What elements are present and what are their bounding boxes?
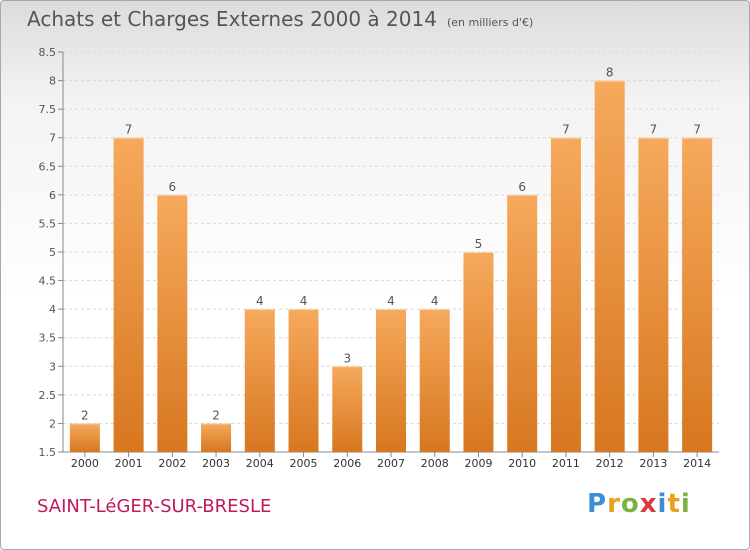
x-tick-label: 2005 — [290, 457, 318, 470]
bar-layer — [69, 80, 713, 453]
y-tick-label: 3 — [49, 360, 56, 373]
y-tick-label: 1.5 — [39, 446, 57, 459]
bar — [157, 194, 188, 452]
y-tick-label: 2 — [49, 417, 56, 430]
bar — [332, 366, 363, 452]
bar-value-label: 4 — [387, 294, 395, 308]
bar — [594, 80, 625, 453]
x-tick-label: 2009 — [464, 457, 492, 470]
y-tick-label: 2.5 — [39, 389, 57, 402]
y-tick-label: 4 — [49, 303, 56, 316]
chart-title: Achats et Charges Externes 2000 à 2014 — [27, 7, 437, 31]
x-tick-label: 2001 — [115, 457, 143, 470]
bar — [682, 137, 713, 452]
x-tick-label: 2008 — [421, 457, 449, 470]
bar — [507, 194, 538, 452]
bar-value-label: 8 — [606, 66, 614, 80]
y-tick-label: 7.5 — [39, 103, 57, 116]
bar-value-label: 4 — [256, 294, 264, 308]
bar-value-label: 5 — [475, 237, 483, 251]
bar-value-label: 7 — [650, 123, 658, 137]
bar — [244, 309, 275, 452]
x-tick-label: 2013 — [639, 457, 667, 470]
bar — [638, 137, 669, 452]
y-tick-label: 5.5 — [39, 217, 57, 230]
bar-value-label: 6 — [518, 180, 526, 194]
bar — [113, 137, 144, 452]
x-tick-label: 2010 — [508, 457, 536, 470]
bar-value-label: 2 — [212, 408, 220, 422]
bar-value-label: 6 — [169, 180, 177, 194]
chart-title-block: Achats et Charges Externes 2000 à 2014 (e… — [27, 7, 533, 31]
bar-value-label: 7 — [125, 123, 133, 137]
bar-value-label: 7 — [562, 123, 570, 137]
bar — [419, 309, 450, 452]
y-tick-label: 8 — [49, 75, 56, 88]
bar-value-label: 4 — [431, 294, 439, 308]
x-tick-label: 2004 — [246, 457, 274, 470]
y-tick-label: 3.5 — [39, 332, 57, 345]
x-tick-label: 2000 — [71, 457, 99, 470]
town-name: SAINT-LéGER-SUR-BRESLE — [37, 496, 272, 517]
x-tick-label: 2014 — [683, 457, 711, 470]
bar — [288, 309, 319, 452]
bar — [550, 137, 581, 452]
x-tick-label: 2012 — [596, 457, 624, 470]
y-tick-label: 6.5 — [39, 160, 57, 173]
y-tick-label: 4.5 — [39, 275, 57, 288]
x-tick-label: 2011 — [552, 457, 580, 470]
y-tick-label: 8.5 — [39, 46, 57, 59]
bar — [201, 423, 232, 452]
label-layer: 2 7 6 2 4 4 3 4 4 5 6 7 8 7 7 — [81, 66, 701, 423]
unit-note: (en milliers d'€) — [446, 16, 534, 29]
y-tick-label: 6 — [49, 189, 56, 202]
proxiti-logo: Proxiti — [587, 489, 691, 519]
bar-value-label: 3 — [343, 351, 351, 365]
bar — [376, 309, 406, 452]
bar-value-label: 4 — [300, 294, 308, 308]
bar-value-label: 7 — [693, 123, 701, 137]
bar-value-label: 2 — [81, 408, 89, 422]
x-tick-label: 2003 — [202, 457, 230, 470]
x-tick-label: 2006 — [333, 457, 361, 470]
y-tick-label: 5 — [49, 246, 56, 259]
y-tick-label: 7 — [49, 132, 56, 145]
bar — [463, 252, 494, 452]
x-tick-label: 2002 — [158, 457, 186, 470]
bar — [69, 423, 100, 452]
x-tick-label: 2007 — [377, 457, 405, 470]
